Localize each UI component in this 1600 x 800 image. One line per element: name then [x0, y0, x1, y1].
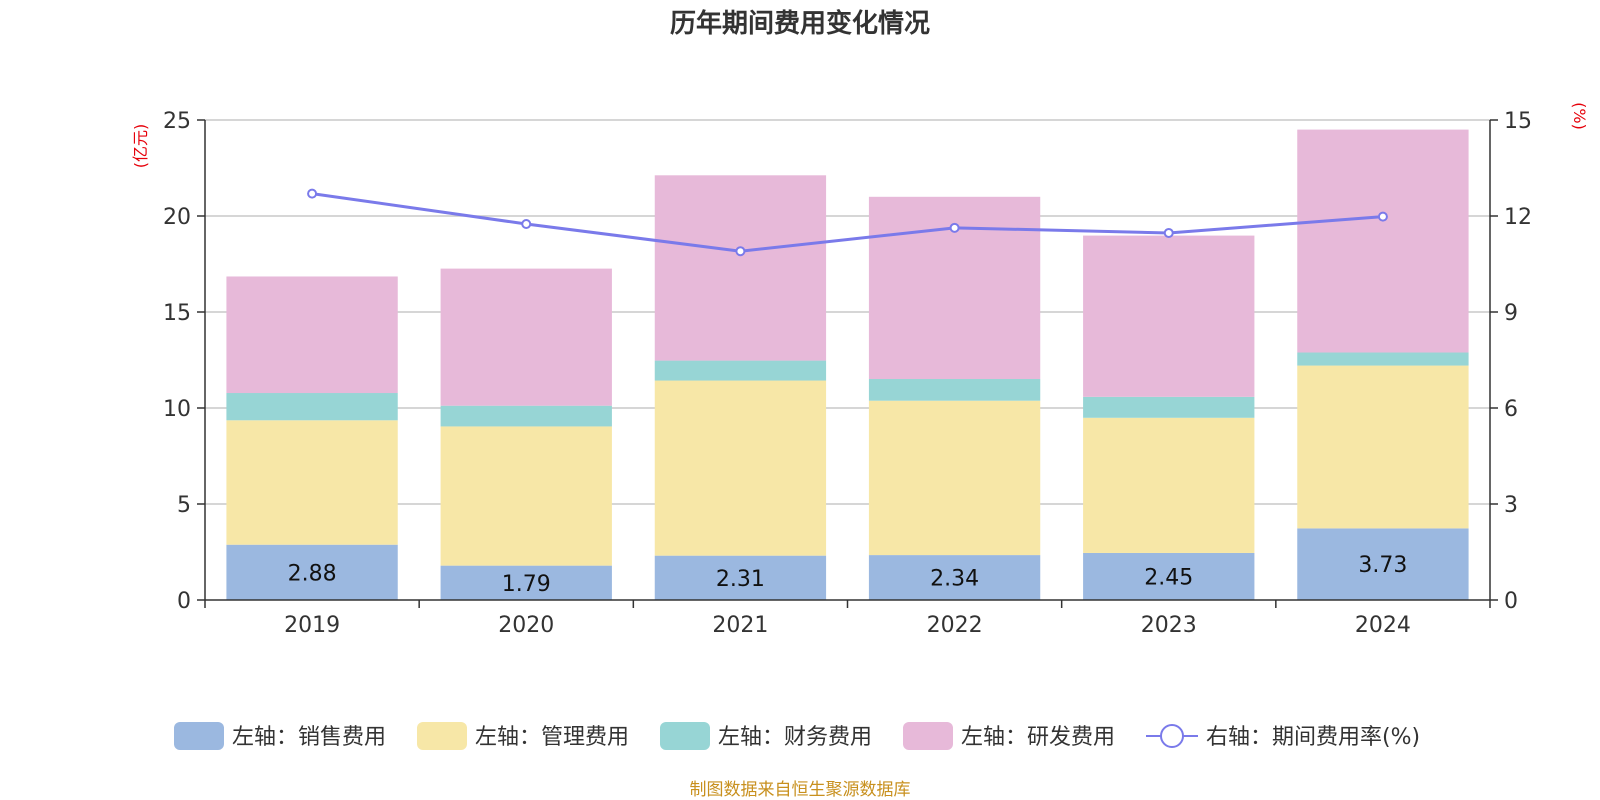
bars [226, 129, 1469, 600]
x-tick-label: 2024 [1355, 613, 1411, 638]
left-tick-label: 10 [163, 397, 191, 422]
right-tick-label: 15 [1504, 109, 1532, 134]
left-tick-label: 15 [163, 301, 191, 326]
data-label: 1.79 [502, 572, 551, 597]
x-tick-label: 2021 [712, 613, 768, 638]
bar-segment [1083, 552, 1255, 600]
rate-point [1377, 211, 1388, 222]
bar-segment [1297, 528, 1469, 600]
bar-segment [868, 379, 1041, 401]
left-tick-label: 20 [163, 205, 191, 230]
bar-segment [440, 565, 612, 600]
rate-point [949, 222, 960, 233]
data-label: 3.73 [1358, 553, 1407, 578]
right-tick-label: 12 [1504, 205, 1532, 230]
left-tick-label: 25 [163, 109, 191, 134]
rate-line-path [311, 192, 1384, 253]
legend: 左轴：销售费用 左轴：管理费用 左轴：财务费用 左轴：研发费用 右轴：期间费用率(%) [174, 722, 1420, 750]
x-tick-label: 2023 [1141, 613, 1197, 638]
bar-segment [868, 555, 1041, 600]
legend-marker [1160, 724, 1184, 748]
bar-segment [226, 393, 398, 421]
x-tick-label: 2020 [498, 613, 554, 638]
data-labels: 2.88 1.79 2.31 2.34 2.45 3.73 [288, 553, 1408, 597]
data-source: 制图数据来自恒生聚源数据库 [690, 780, 911, 800]
legend-swatch [417, 722, 467, 750]
data-label: 2.45 [1144, 565, 1193, 590]
legend-swatch [903, 722, 953, 750]
bar-segment [226, 276, 398, 394]
right-tick-label: 6 [1504, 397, 1518, 422]
bar-segment [440, 268, 612, 406]
rate-point [1163, 227, 1174, 238]
bar-segment [440, 426, 612, 566]
legend-label: 右轴：期间费用率(%) [1206, 725, 1420, 750]
data-label: 2.34 [930, 567, 979, 592]
rate-line [307, 188, 1388, 257]
bar-segment [1297, 352, 1469, 366]
bar-segment [226, 420, 398, 545]
left-tick-label: 5 [177, 493, 191, 518]
bar-segment [1297, 365, 1469, 529]
bar-segment [1083, 235, 1255, 397]
bar-segment [654, 360, 827, 381]
legend-label: 左轴：销售费用 [232, 725, 386, 750]
data-label: 2.88 [288, 561, 337, 586]
legend-label: 左轴：研发费用 [961, 725, 1115, 750]
bar-segment [654, 175, 827, 361]
left-tick-label: 0 [177, 589, 191, 614]
right-tick-label: 3 [1504, 493, 1518, 518]
axes: 0 5 10 15 20 25 0 3 6 9 12 15 2019 2020 2021 2022 2023 20… [163, 109, 1532, 638]
bar-segment [868, 400, 1041, 556]
legend-label: 左轴：财务费用 [718, 725, 872, 750]
x-tick-label: 2019 [284, 613, 340, 638]
right-axis-unit: (%) [1570, 102, 1589, 130]
gridlines [205, 119, 1490, 505]
bar-segment [1083, 417, 1255, 553]
legend-label: 左轴：管理费用 [475, 725, 629, 750]
bar-segment [654, 555, 827, 600]
legend-swatch [660, 722, 710, 750]
bar-segment [654, 380, 827, 556]
right-tick-label: 9 [1504, 301, 1518, 326]
data-label: 2.31 [716, 567, 765, 592]
bar-segment [440, 405, 612, 427]
bar-segment [226, 544, 398, 600]
right-tick-label: 0 [1504, 589, 1518, 614]
bar-segment [1083, 396, 1255, 418]
chart-title: 历年期间费用变化情况 [670, 8, 930, 39]
left-axis-unit: (亿元) [131, 124, 150, 169]
rate-point [307, 188, 318, 199]
rate-point [735, 246, 746, 257]
rate-point [521, 219, 532, 229]
x-tick-label: 2022 [927, 613, 983, 638]
bar-segment [1297, 129, 1469, 353]
legend-swatch [174, 722, 224, 750]
